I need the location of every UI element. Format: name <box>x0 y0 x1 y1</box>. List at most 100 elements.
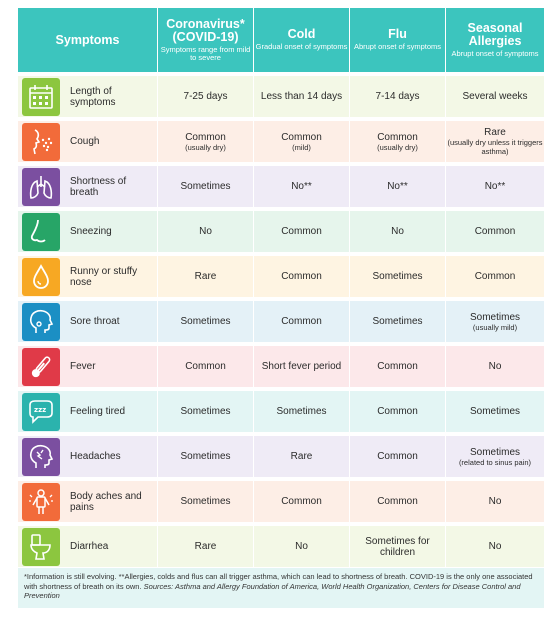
symptom-cell: Diarrhea <box>18 526 158 567</box>
cold-cell: Short fever period <box>254 346 350 387</box>
allergies-note: (related to sinus pain) <box>458 457 532 467</box>
symptom-label: Feeling tired <box>70 406 126 417</box>
symptom-label: Length of symptoms <box>70 85 116 108</box>
header-allergies-title: Seasonal Allergies <box>467 20 523 48</box>
flu-cell: Sometimes <box>350 301 446 342</box>
header-cold-subtitle: Gradual onset of symptoms <box>255 42 348 52</box>
allergies-value: Sometimes <box>469 406 520 417</box>
allergies-cell: Sometimes (usually mild) <box>446 301 544 342</box>
flu-cell: No** <box>350 166 446 207</box>
flu-value: Common <box>377 406 418 417</box>
flu-value: Common <box>377 496 418 507</box>
covid-value: Rare <box>194 271 217 282</box>
table-row: Sneezing No Common No Common <box>18 211 544 252</box>
allergies-value: Common <box>474 271 516 282</box>
header-symptoms: Symptoms <box>18 8 158 72</box>
table-row: Runny or stuffy nose Rare Common Sometimes C… <box>18 256 544 297</box>
symptom-cell: Runny or stuffy nose <box>18 256 158 297</box>
allergies-note: (usually dry unless it triggers asthma) <box>447 138 543 156</box>
covid-value: 7-25 days <box>183 91 228 102</box>
covid-value: Rare <box>194 541 217 552</box>
header-covid-subtitle: Symptoms range from mild to severe <box>160 44 251 62</box>
header-cold: Cold Gradual onset of symptoms <box>254 8 350 72</box>
cold-value: Rare <box>290 451 313 462</box>
table-row: Shortness of breath Sometimes No** No** No** <box>18 166 544 207</box>
flu-cell: Common <box>350 436 446 477</box>
header-allergies: Seasonal Allergies Abrupt onset of sympt… <box>446 8 544 72</box>
allergies-cell: Rare (usually dry unless it triggers asth… <box>446 121 544 162</box>
body-aches-icon <box>22 482 60 521</box>
svg-text:zzz: zzz <box>34 406 46 414</box>
cold-cell: Less than 14 days <box>254 76 350 117</box>
cold-cell: Common <box>254 256 350 297</box>
header-allergies-subtitle: Abrupt onset of symptoms <box>451 48 539 58</box>
symptom-cell: Sneezing <box>18 211 158 252</box>
allergies-cell: Sometimes <box>446 391 544 432</box>
allergies-cell: No <box>446 346 544 387</box>
cold-value: Common <box>281 131 322 143</box>
table-row: Sore throat Sometimes Common Sometimes Somet… <box>18 301 544 342</box>
covid-cell: Sometimes <box>158 301 254 342</box>
flu-cell: Common <box>350 481 446 522</box>
allergies-value: Rare <box>484 127 506 138</box>
cold-value: No <box>295 541 308 552</box>
symptom-label: Sore throat <box>70 316 120 327</box>
covid-cell: Sometimes <box>158 166 254 207</box>
cold-value: Sometimes <box>276 406 327 417</box>
table-row: Cough Common (usually dry) Common (mild) Comm… <box>18 121 544 162</box>
lungs-icon <box>22 167 60 206</box>
droplet-icon <box>22 257 60 296</box>
covid-value: No <box>199 226 212 237</box>
symptom-label: Diarrhea <box>70 541 109 552</box>
table-header: Symptoms Coronavirus* (COVID-19) Symptom… <box>18 8 544 72</box>
flu-cell: Sometimes <box>350 256 446 297</box>
symptom-cell: zzz Feeling tired <box>18 391 158 432</box>
toilet-icon <box>22 527 60 566</box>
flu-cell: No <box>350 211 446 252</box>
header-cold-title: Cold <box>287 27 316 42</box>
cold-value: Common <box>281 316 322 327</box>
flu-value: Common <box>377 131 418 143</box>
flu-value: No <box>391 226 404 237</box>
allergies-value: Several weeks <box>462 91 528 102</box>
footnote-sources: Sources: Asthma and Allergy Foundation o… <box>24 581 521 601</box>
cold-cell: Common <box>254 301 350 342</box>
header-flu: Flu Abrupt onset of symptoms <box>350 8 446 72</box>
allergies-value: No** <box>484 181 506 192</box>
allergies-cell: No** <box>446 166 544 207</box>
covid-value: Sometimes <box>180 316 231 327</box>
covid-value: Common <box>185 131 226 143</box>
cold-note: (mild) <box>292 142 311 152</box>
cold-cell: No** <box>254 166 350 207</box>
covid-value: Sometimes <box>180 451 231 462</box>
allergies-cell: No <box>446 481 544 522</box>
symptom-cell: Body aches and pains <box>18 481 158 522</box>
allergies-cell: No <box>446 526 544 567</box>
flu-value: Sometimes <box>372 316 423 327</box>
symptom-label: Runny or stuffy nose <box>70 265 138 288</box>
header-symptoms-label: Symptoms <box>55 33 120 47</box>
cold-cell: Rare <box>254 436 350 477</box>
flu-value: Sometimes for children <box>365 535 430 558</box>
symptom-cell: Shortness of breath <box>18 166 158 207</box>
cold-cell: Sometimes <box>254 391 350 432</box>
table-body: Length of symptoms 7-25 days Less than 14 … <box>18 76 544 567</box>
cold-value: Common <box>281 496 322 507</box>
cold-cell: Common (mild) <box>254 121 350 162</box>
allergies-value: No <box>488 496 502 507</box>
cold-value: Short fever period <box>261 361 342 372</box>
nose-icon <box>22 212 60 251</box>
footnote-text: *Information is still evolving. **Allerg… <box>24 572 533 591</box>
flu-cell: Common (usually dry) <box>350 121 446 162</box>
allergies-cell: Common <box>446 211 544 252</box>
flu-value: Common <box>377 361 418 372</box>
covid-cell: Sometimes <box>158 436 254 477</box>
allergies-cell: Several weeks <box>446 76 544 117</box>
flu-note: (usually dry) <box>377 142 418 152</box>
flu-cell: 7-14 days <box>350 76 446 117</box>
allergies-value: Sometimes <box>469 311 520 323</box>
symptom-label: Sneezing <box>70 226 112 237</box>
covid-cell: Sometimes <box>158 391 254 432</box>
flu-cell: Sometimes for children <box>350 526 446 567</box>
flu-cell: Common <box>350 391 446 432</box>
